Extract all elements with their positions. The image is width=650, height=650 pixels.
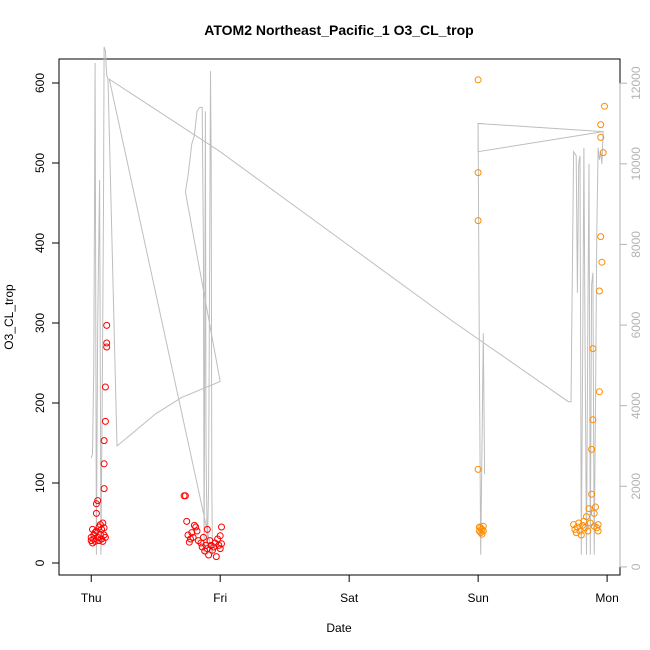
data-point (478, 525, 486, 533)
data-point (585, 505, 593, 513)
data-point (209, 546, 216, 554)
y-axis-left: 0 100 200 300 400 500 600 (33, 73, 60, 566)
data-point (199, 533, 207, 541)
data-point (212, 553, 220, 561)
y-tick-label: 400 (33, 233, 47, 253)
x-tick-label: Fri (213, 591, 227, 605)
data-point (597, 121, 605, 129)
data-point (594, 527, 602, 535)
data-point (592, 503, 599, 511)
data-point (193, 527, 201, 535)
y2-tick-label: 10000 (629, 147, 643, 181)
data-point (474, 217, 482, 225)
data-point (474, 76, 482, 84)
data-point (599, 149, 607, 157)
data-point (181, 492, 189, 500)
data-point (190, 521, 198, 529)
x-axis: Thu Fri Sat Sun Mon (81, 574, 619, 605)
data-point (577, 531, 585, 539)
data-point (216, 532, 224, 540)
data-point (92, 509, 100, 517)
data-point (474, 465, 482, 473)
data-point (597, 233, 605, 241)
data-point (183, 517, 191, 525)
y2-tick-label: 4000 (629, 392, 643, 419)
data-point (101, 417, 109, 425)
y2-tick-label: 6000 (629, 311, 643, 338)
data-point (94, 497, 102, 505)
data-point (595, 287, 603, 295)
y-tick-label: 300 (33, 313, 47, 333)
data-point (100, 460, 108, 468)
altitude-line (90, 46, 604, 555)
chart-title: ATOM2 Northeast_Pacific_1 O3_CL_trop (204, 22, 473, 38)
data-point (99, 519, 107, 527)
y-tick-label: 500 (33, 153, 47, 173)
y2-tick-label: 0 (629, 563, 643, 570)
points-layer (87, 76, 608, 561)
data-point (202, 541, 210, 549)
data-point (189, 533, 197, 541)
data-point (101, 383, 109, 391)
data-point (218, 540, 225, 548)
data-point (203, 525, 211, 533)
data-point (598, 258, 606, 266)
data-point (100, 524, 108, 532)
data-point (100, 437, 108, 445)
x-tick-label: Thu (81, 591, 102, 605)
data-point (576, 527, 584, 535)
data-point (205, 551, 213, 559)
data-point (92, 500, 100, 508)
y2-tick-label: 12000 (629, 66, 643, 100)
data-point (589, 345, 597, 353)
data-point (593, 524, 601, 532)
data-point (216, 545, 224, 553)
data-point (478, 530, 486, 538)
data-point (218, 523, 225, 531)
data-point (101, 533, 109, 541)
y-tick-label: 200 (33, 393, 47, 413)
y2-tick-label: 8000 (629, 231, 643, 258)
y-tick-label: 0 (33, 559, 47, 566)
y-axis-right: 0 2000 4000 6000 8000 10000 12000 (619, 66, 643, 570)
x-tick-label: Mon (595, 591, 618, 605)
y-tick-label: 600 (33, 73, 47, 93)
x-tick-label: Sun (467, 591, 488, 605)
y-tick-label: 100 (33, 473, 47, 493)
data-point (588, 490, 596, 498)
data-point (479, 522, 487, 530)
data-point (103, 343, 111, 351)
data-point (589, 416, 597, 424)
plot-frame (58, 58, 621, 576)
y-axis-label: O3_CL_trop (2, 284, 16, 350)
data-point (590, 509, 598, 517)
data-point (583, 513, 590, 521)
data-point (601, 102, 608, 110)
data-point (479, 527, 487, 535)
data-point (103, 321, 111, 329)
data-point (100, 485, 108, 493)
altitude-line-layer (90, 46, 604, 555)
data-point (584, 527, 592, 535)
data-point (474, 169, 482, 177)
data-point (597, 133, 605, 141)
data-point (595, 388, 603, 396)
data-point (192, 523, 200, 531)
x-axis-label: Date (326, 621, 352, 635)
data-point (588, 445, 596, 453)
x-tick-label: Sat (340, 591, 359, 605)
data-point (96, 530, 104, 538)
data-point (185, 538, 193, 546)
data-point (103, 339, 111, 347)
y2-tick-label: 2000 (629, 473, 643, 500)
